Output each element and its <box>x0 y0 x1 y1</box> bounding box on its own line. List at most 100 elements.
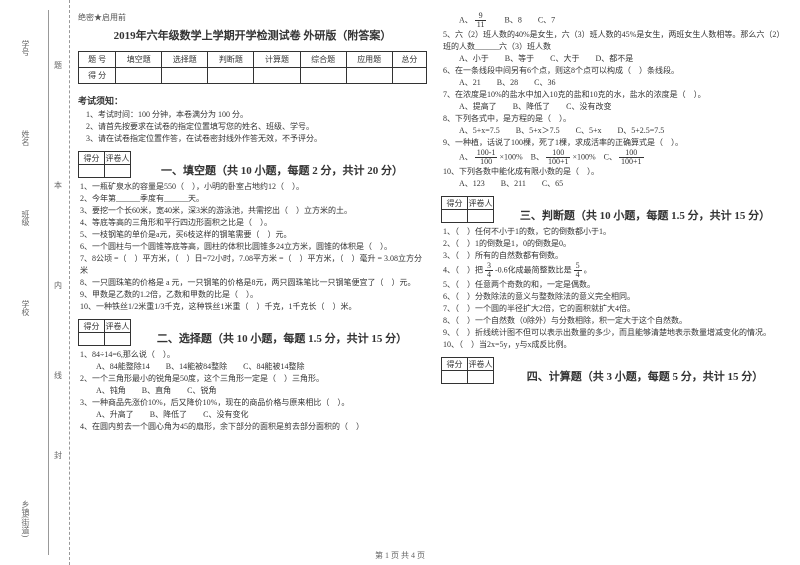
judge-q6: 6、（ ）分数除法的意义与整数除法的意义完全相同。 <box>443 291 790 303</box>
table-row: 题 号 填空题 选择题 判断题 计算题 综合题 应用题 总分 <box>79 52 427 68</box>
score-box: 得分评卷人 <box>441 357 494 384</box>
mark-3: 内 <box>54 280 62 291</box>
score-box: 得分评卷人 <box>441 196 494 223</box>
fraction-icon: 911 <box>475 12 487 29</box>
section-3-title: 三、判断题（共 10 小题，每题 1.5 分，共计 15 分） <box>500 207 790 223</box>
sb-marker: 评卷人 <box>105 320 131 333</box>
choice-q2: 2、一个三角形最小的锐角是50度，这个三角形一定是（ ）三角形。 <box>80 373 427 385</box>
score-box: 得分评卷人 <box>78 151 131 178</box>
right-column: A、 911 B、8 C、7 5、六（2）班人数的40%是女生，六（3）班人数的… <box>441 12 790 545</box>
fraction-icon: 100100+1 <box>546 149 571 166</box>
judge-q10: 10、（ ）当2x=5y，y与x成反比例。 <box>443 339 790 351</box>
section-1-header: 得分评卷人 一、填空题（共 10 小题，每题 2 分，共计 20 分） <box>78 151 427 178</box>
th-fill: 填空题 <box>116 52 162 68</box>
sidebar-label-school: 学校 <box>20 300 31 316</box>
fill-q6: 6、一个圆柱与一个圆锥等底等高，圆柱的体积比圆锥多24立方米，圆锥的体积是（ ）… <box>80 241 427 253</box>
sb-score: 得分 <box>442 197 468 210</box>
fill-q2: 2、今年第______季度有______天。 <box>80 193 427 205</box>
section-1-title: 一、填空题（共 10 小题，每题 2 分，共计 20 分） <box>137 162 427 178</box>
sb-score: 得分 <box>79 152 105 165</box>
choice-q4-opts: A、 911 B、8 C、7 <box>459 12 790 29</box>
choice-q5: 5、六（2）班人数的40%是女生，六（3）班人数的45%是女生，两班女生人数相等… <box>443 29 790 53</box>
th-comp: 综合题 <box>300 52 346 68</box>
table-row: 得 分 <box>79 68 427 84</box>
sb-marker: 评卷人 <box>105 152 131 165</box>
mark-2: 本 <box>54 180 62 191</box>
sidebar-label-town: 乡镇(街道) <box>20 500 31 537</box>
sb-score: 得分 <box>79 320 105 333</box>
mark-5: 封 <box>54 450 62 461</box>
sb-marker: 评卷人 <box>468 197 494 210</box>
sidebar-label-id: 学号 <box>20 40 31 56</box>
judge-q1: 1、（ ）任何不小于1的数，它的倒数都小于1。 <box>443 226 790 238</box>
td-score-label: 得 分 <box>79 68 116 84</box>
choice-q9-opts: A、 100-1100 ×100% B、 100100+1 ×100% C、 1… <box>459 149 790 166</box>
judge-q8: 8、（ ）一个自然数（0除外）与分数相除，积一定大于这个自然数。 <box>443 315 790 327</box>
th-judge: 判断题 <box>208 52 254 68</box>
fill-q4: 4、等底等高的三角形和平行四边形面积之比是（ ）。 <box>80 217 427 229</box>
th-calc: 计算题 <box>254 52 300 68</box>
q9c: ×100% C、 <box>572 152 617 161</box>
choice-q7-opts: A、提高了 B、降低了 C、没有改变 <box>459 101 790 113</box>
left-column: 绝密★启用前 2019年六年级数学上学期开学检测试卷 外研版（附答案） 题 号 … <box>78 12 427 545</box>
choice-q1-opts: A、84能整除14 B、14能被84整除 C、84能被14整除 <box>96 361 427 373</box>
choice-q6: 6、在一条线段中间另有6个点，则这8个点可以构成（ ）条线段。 <box>443 65 790 77</box>
choice-q3-opts: A、升高了 B、降低了 C、没有变化 <box>96 409 427 421</box>
score-summary-table: 题 号 填空题 选择题 判断题 计算题 综合题 应用题 总分 得 分 <box>78 51 427 84</box>
binding-line <box>48 10 49 555</box>
choice-q10: 10、下列各数中能化成有限小数的是（ ）。 <box>443 166 790 178</box>
choice-q9: 9、一种植，话说了100棵，死了1棵，求成活率的正确算式是（ ）。 <box>443 137 790 149</box>
choice-q5-opts: A、小于 B、等于 C、大于 D、都不是 <box>459 53 790 65</box>
exam-title: 2019年六年级数学上学期开学检测试卷 外研版（附答案） <box>78 27 427 43</box>
q9b: ×100% B、 <box>499 152 544 161</box>
th-num: 题 号 <box>79 52 116 68</box>
fraction-icon: 100-1100 <box>475 149 498 166</box>
choice-q10-opts: A、123 B、211 C、65 <box>459 178 790 190</box>
fill-q1: 1、一瓶矿泉水的容量是550（ ），小明的卧室占地约12（ ）。 <box>80 181 427 193</box>
q4a: A、 <box>459 15 473 24</box>
fraction-icon: 34 <box>485 262 493 279</box>
score-box: 得分评卷人 <box>78 319 131 346</box>
th-choice: 选择题 <box>162 52 208 68</box>
page-content: 绝密★启用前 2019年六年级数学上学期开学检测试卷 外研版（附答案） 题 号 … <box>78 12 790 545</box>
judge-q4: 4、（ ）把 34 -0.6化成最简整数比是 54 。 <box>443 262 790 279</box>
choice-q1: 1、84÷14=6,那么说（ ）。 <box>80 349 427 361</box>
choice-q7: 7、在浓度是10%的盐水中加入10克的盐和10克的水，盐水的浓度是（ ）。 <box>443 89 790 101</box>
judge-q3: 3、（ ）所有的自然数都有倒数。 <box>443 250 790 262</box>
section-3-header: 得分评卷人 三、判断题（共 10 小题，每题 1.5 分，共计 15 分） <box>441 196 790 223</box>
fill-q5: 5、一枝钢笔的单价是a元，买6枝这样的钢笔需要（ ）元。 <box>80 229 427 241</box>
fill-q7: 7、8公顷 =（ ）平方米，（ ）日=72小时，7.08平方米 =（ ）平方米，… <box>80 253 427 277</box>
choice-q4: 4、在圆内剪去一个圆心角为45的扇形，余下部分的面积是剪去部分面积的（ ） <box>80 421 427 433</box>
fill-q8: 8、一只圆珠笔的价格是 a 元，一只钢笔的价格是8元，两只圆珠笔比一只钢笔便宜了… <box>80 277 427 289</box>
notice-1: 1、考试时间：100 分钟，本卷满分为 100 分。 <box>86 109 427 121</box>
binding-sidebar: 学号 姓名 班级 学校 乡镇(街道) 题 本 内 线 封 <box>0 0 70 565</box>
mark-1: 题 <box>54 60 62 71</box>
choice-q2-opts: A、钝角 B、直角 C、锐角 <box>96 385 427 397</box>
section-4-title: 四、计算题（共 3 小题，每题 5 分，共计 15 分） <box>500 368 790 384</box>
section-2-title: 二、选择题（共 10 小题，每题 1.5 分，共计 15 分） <box>137 330 427 346</box>
fill-q3: 3、要挖一个长60米，宽40米，深3米的游泳池，共需挖出（ ）立方米的土。 <box>80 205 427 217</box>
page-footer: 第 1 页 共 4 页 <box>0 550 800 561</box>
th-app: 应用题 <box>346 52 392 68</box>
fill-q9: 9、甲数是乙数的1.2倍，乙数和甲数的比是（ ）。 <box>80 289 427 301</box>
sidebar-label-class: 班级 <box>20 210 31 226</box>
judge-q2: 2、（ ）1的倒数是1，0的倒数是0。 <box>443 238 790 250</box>
secret-label: 绝密★启用前 <box>78 12 427 23</box>
section-4-header: 得分评卷人 四、计算题（共 3 小题，每题 5 分，共计 15 分） <box>441 357 790 384</box>
q4b: B、8 C、7 <box>488 15 555 24</box>
th-total: 总分 <box>392 52 426 68</box>
choice-q6-opts: A、21 B、28 C、36 <box>459 77 790 89</box>
q9a: A、 <box>459 152 473 161</box>
fill-q10: 10、一种铁丝1/2米重1/3千克，这种铁丝1米重（ ）千克，1千克长（ ）米。 <box>80 301 427 313</box>
notice-heading: 考试须知： <box>78 94 427 107</box>
choice-q3: 3、一种商品先涨价10%，后又降价10%，现在的商品价格与原来相比（ ）。 <box>80 397 427 409</box>
choice-q8: 8、下列各式中，是方程的是（ ）。 <box>443 113 790 125</box>
mark-4: 线 <box>54 370 62 381</box>
judge-q7: 7、（ ）一个圆的半径扩大2倍，它的面积就扩大4倍。 <box>443 303 790 315</box>
notice-3: 3、请在试卷指定位置作答，在试卷密封线外作答无效，不予评分。 <box>86 133 427 145</box>
fraction-icon: 100100+1 <box>619 149 644 166</box>
sb-marker: 评卷人 <box>468 358 494 371</box>
sidebar-label-name: 姓名 <box>20 130 31 146</box>
judge-q5: 5、（ ）任意两个奇数的和，一定是偶数。 <box>443 279 790 291</box>
section-2-header: 得分评卷人 二、选择题（共 10 小题，每题 1.5 分，共计 15 分） <box>78 319 427 346</box>
